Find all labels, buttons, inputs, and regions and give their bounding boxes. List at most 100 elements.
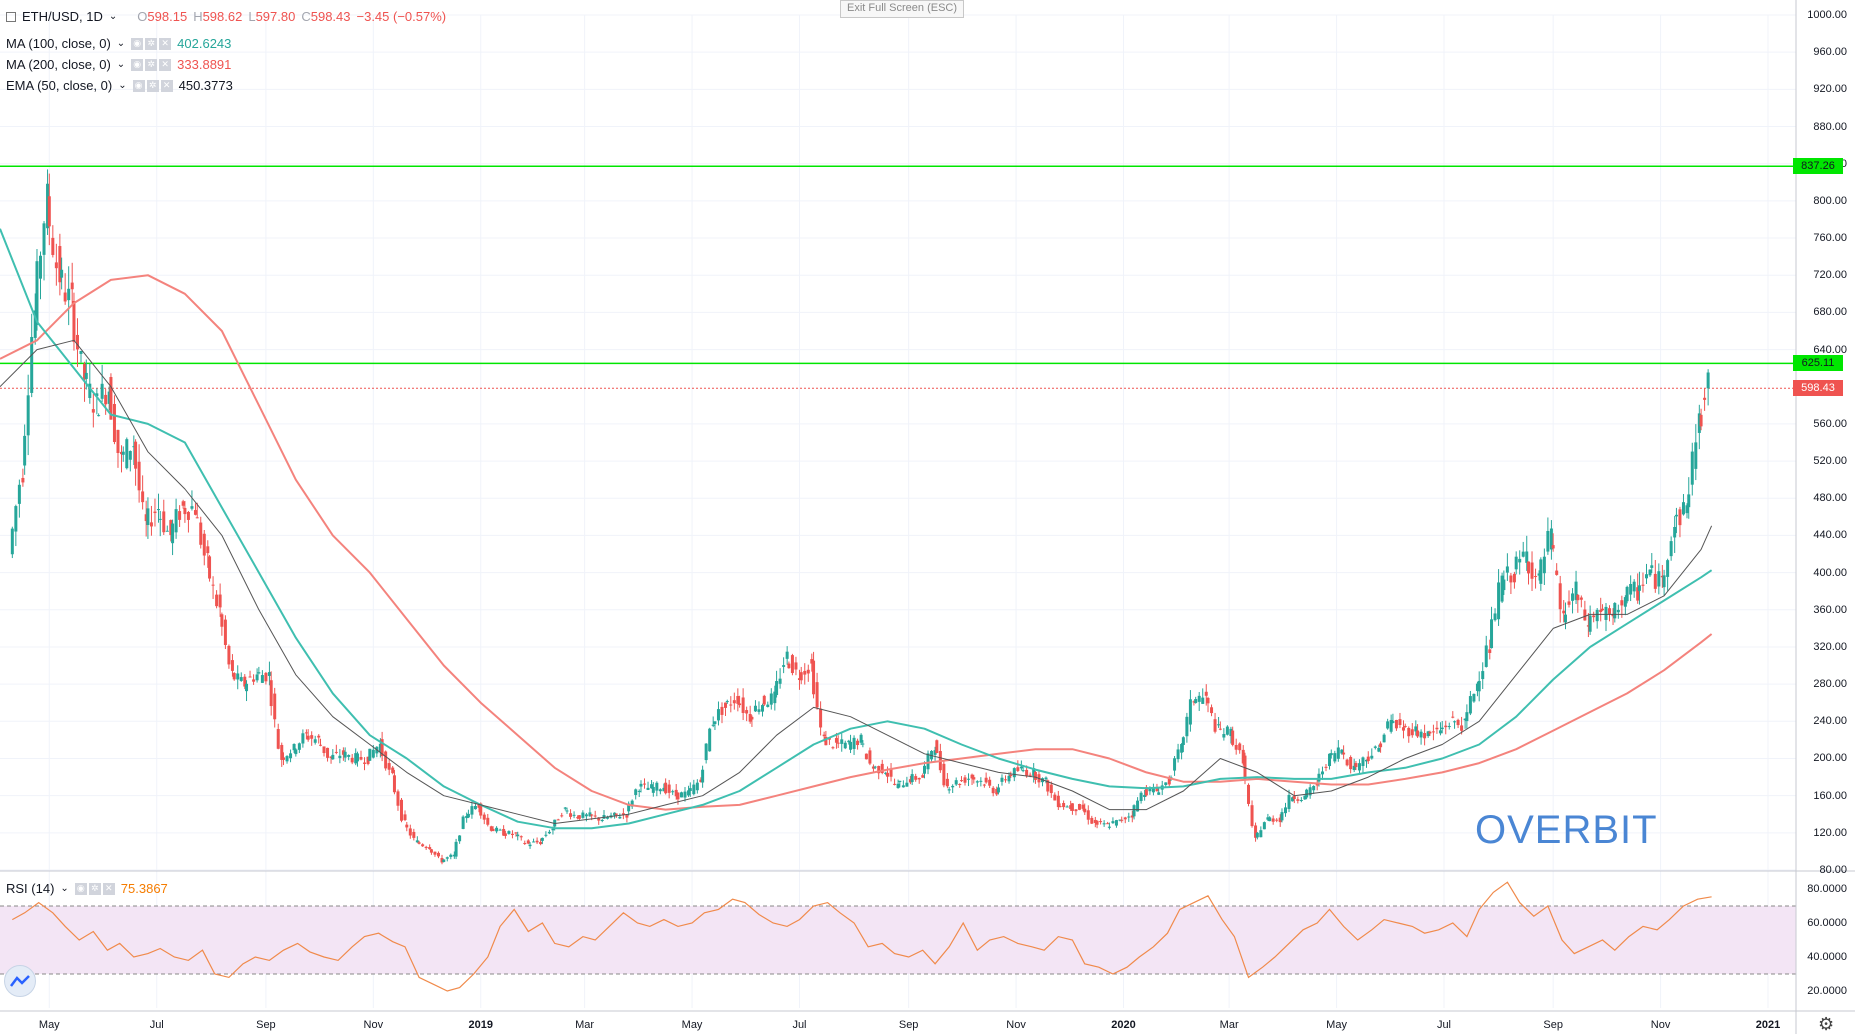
candle-body <box>1266 817 1270 820</box>
candle-body <box>655 782 659 791</box>
candle-body <box>1542 556 1546 574</box>
candle-body <box>1065 806 1069 808</box>
indicator-controls[interactable]: ◉ ✲ ✕ <box>131 58 172 71</box>
time-tick-label: Jul <box>1436 1019 1451 1031</box>
indicator-ma200[interactable]: MA (200, close, 0) ⌄ ◉ ✲ ✕ 333.8891 <box>6 57 232 72</box>
candle-body <box>1130 815 1134 818</box>
price-tick-label: 960.00 <box>1813 46 1847 59</box>
candle-body <box>329 756 333 758</box>
candle-body <box>440 858 444 863</box>
candle-body <box>334 751 338 753</box>
candle-body <box>1185 716 1189 737</box>
candle-body <box>1484 645 1488 667</box>
indicator-rsi[interactable]: RSI (14) ⌄ ◉ ✲ ✕ 75.3867 <box>6 881 168 896</box>
candle-body <box>1062 803 1066 808</box>
candle-body <box>465 815 469 819</box>
candle-body <box>1625 586 1629 602</box>
candle-body <box>260 675 264 683</box>
candle-body <box>790 655 794 674</box>
price-tick-label: 80.00 <box>1819 864 1847 876</box>
candle-body <box>156 509 160 511</box>
candle-body <box>1632 581 1636 592</box>
candle-body <box>1250 805 1254 827</box>
candle-body <box>1181 737 1185 746</box>
indicator-label[interactable]: MA (200, close, 0) <box>6 57 111 72</box>
indicator-controls[interactable]: ◉ ✲ ✕ <box>74 882 115 895</box>
candle-body <box>141 491 145 503</box>
candle-body <box>424 846 428 849</box>
ema-50-line <box>0 339 1713 824</box>
candle-body <box>84 372 88 379</box>
candle-body <box>898 780 902 782</box>
settings-gear-icon[interactable]: ⚙ <box>1818 1014 1835 1034</box>
candle-body <box>590 814 594 816</box>
candle-body <box>292 743 296 751</box>
candle-body <box>269 680 273 707</box>
indicator-ma100[interactable]: MA (100, close, 0) ⌄ ◉ ✲ ✕ 402.6243 <box>6 36 232 51</box>
candle-body <box>1283 807 1287 814</box>
candle-body <box>1509 575 1513 583</box>
candle-body <box>310 735 314 739</box>
indicator-label[interactable]: EMA (50, close, 0) <box>6 78 113 93</box>
candle-body <box>1148 788 1152 792</box>
candle-body <box>282 757 286 760</box>
candle-body <box>630 800 634 807</box>
ohlc-open-label: O <box>137 9 148 24</box>
price-tick-label: 320.00 <box>1813 640 1847 653</box>
candle-body <box>1438 730 1442 734</box>
candle-body <box>1107 826 1111 828</box>
candle-body <box>1324 766 1328 768</box>
price-tick-label: 200.00 <box>1813 752 1847 765</box>
indicator-controls[interactable]: ◉ ✲ ✕ <box>131 37 172 50</box>
candle-body <box>1440 727 1444 730</box>
candle-body <box>1644 574 1648 579</box>
price-tick-label: 640.00 <box>1813 343 1847 356</box>
rsi-band <box>0 906 1796 974</box>
horizontal-levels[interactable] <box>0 165 1796 389</box>
symbol-label[interactable]: ETH/USD, 1D <box>22 9 103 24</box>
candle-body <box>1456 719 1460 726</box>
candle-body <box>1317 773 1321 782</box>
candle-body <box>502 828 506 836</box>
tradingview-logo-icon[interactable] <box>4 965 36 997</box>
ohlc-low-label: L <box>248 9 256 24</box>
candle-body <box>1600 608 1604 611</box>
candle-body <box>868 750 872 764</box>
candle-body <box>1477 680 1481 692</box>
candle-body <box>1086 810 1090 820</box>
indicator-controls[interactable]: ◉ ✲ ✕ <box>132 79 173 92</box>
candle-body <box>945 778 949 787</box>
candle-body <box>1616 609 1620 613</box>
price-tick-label: 480.00 <box>1813 492 1847 505</box>
rsi-tick-label: 80.0000 <box>1807 883 1847 895</box>
price-tick-label: 800.00 <box>1813 194 1847 207</box>
candle-body <box>1650 565 1654 568</box>
candle-body <box>1271 818 1275 822</box>
candle-body <box>72 300 76 343</box>
candle-body <box>1534 576 1538 578</box>
indicator-label[interactable]: MA (100, close, 0) <box>6 36 111 51</box>
price-level-tag: 837.26 <box>1793 158 1843 175</box>
time-tick-label: Nov <box>363 1019 384 1031</box>
ma-100-line <box>0 228 1713 830</box>
price-tick-label: 520.00 <box>1813 455 1847 468</box>
collapse-icon[interactable] <box>6 11 16 22</box>
candle-body <box>519 836 523 838</box>
exit-fullscreen-button[interactable]: Exit Full Screen (ESC) <box>840 0 965 18</box>
indicator-ema50[interactable]: EMA (50, close, 0) ⌄ ◉ ✲ ✕ 450.3773 <box>6 78 233 93</box>
candle-body <box>433 851 437 855</box>
candle-body <box>621 813 625 815</box>
candle-body <box>39 255 43 279</box>
candle-body <box>1099 821 1103 823</box>
candle-body <box>806 669 810 674</box>
indicator-label[interactable]: RSI (14) <box>6 881 55 896</box>
indicator-value: 450.3773 <box>178 78 233 93</box>
close-icon: ✕ <box>159 58 172 71</box>
candle-body <box>1204 691 1208 696</box>
candle-body <box>1604 606 1608 620</box>
candle-body <box>1366 756 1370 762</box>
candle-body <box>1410 729 1414 736</box>
candle-body <box>1081 804 1085 809</box>
candle-body <box>1551 545 1555 549</box>
